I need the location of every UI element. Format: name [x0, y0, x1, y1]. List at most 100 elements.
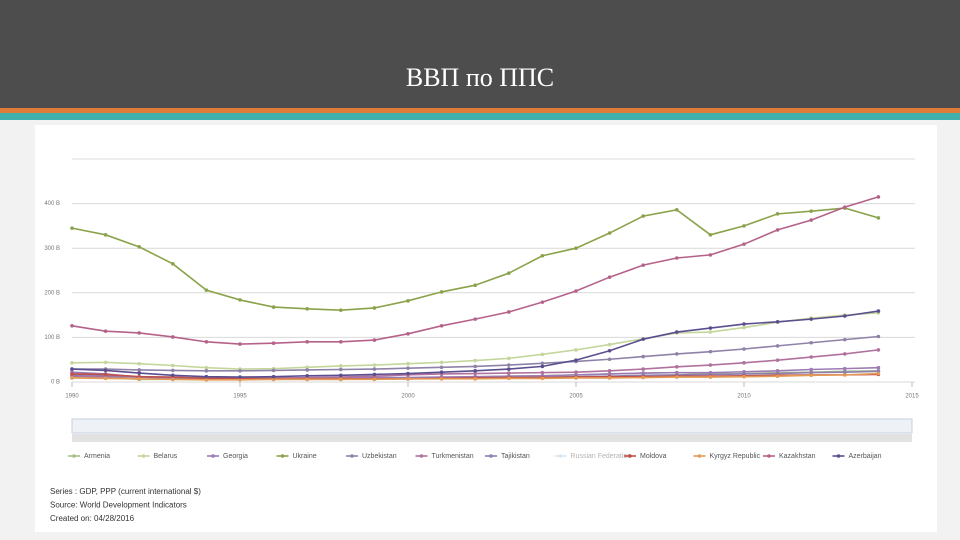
- data-point: [238, 369, 242, 373]
- legend-marker: [697, 454, 702, 458]
- data-point: [171, 373, 175, 378]
- data-point: [171, 262, 175, 266]
- data-point: [473, 317, 478, 321]
- data-point: [507, 356, 511, 361]
- data-point: [742, 242, 746, 246]
- data-point: [540, 364, 545, 369]
- data-point: [843, 205, 847, 209]
- data-point: [809, 340, 813, 345]
- data-point: [406, 366, 410, 370]
- data-point: [137, 245, 141, 249]
- legend-item[interactable]: Georgia: [207, 453, 248, 460]
- data-point: [540, 376, 545, 381]
- data-point: [675, 365, 679, 369]
- data-point: [238, 298, 242, 302]
- data-point: [876, 216, 881, 220]
- data-point: [171, 363, 175, 368]
- legend-label: Tajikistan: [501, 453, 530, 460]
- legend-marker: [419, 454, 424, 458]
- data-point: [507, 363, 511, 367]
- x-tick-label: 2015: [905, 394, 919, 400]
- data-point: [305, 377, 310, 382]
- data-point: [876, 365, 881, 370]
- data-point: [775, 228, 780, 232]
- data-point: [775, 319, 780, 324]
- data-point: [70, 372, 74, 376]
- y-tick-label: 300 B: [44, 246, 60, 252]
- data-point: [574, 376, 578, 380]
- legend-item[interactable]: Ukraine: [276, 453, 317, 460]
- footer-note: Source: World Development Indicators: [50, 501, 187, 510]
- data-point: [271, 341, 276, 345]
- data-point: [204, 288, 209, 292]
- data-point: [641, 337, 645, 341]
- scrollbar[interactable]: [72, 434, 912, 442]
- data-point: [473, 371, 478, 376]
- data-point: [171, 368, 175, 373]
- data-point: [641, 367, 645, 371]
- data-point: [372, 338, 377, 342]
- legend-label: Kazakhstan: [779, 453, 816, 460]
- data-point: [372, 372, 377, 377]
- data-point: [238, 377, 242, 382]
- data-point: [876, 334, 881, 339]
- data-point: [540, 361, 545, 366]
- data-point: [204, 369, 209, 373]
- data-point: [406, 377, 410, 381]
- legend-label: Georgia: [223, 453, 248, 460]
- data-point: [708, 253, 713, 257]
- data-point: [271, 305, 276, 309]
- y-tick-label: 0 B: [51, 380, 60, 386]
- legend-item[interactable]: Armenia: [68, 453, 110, 460]
- data-point: [843, 314, 847, 318]
- footer-note: Created on: 04/28/2016: [50, 514, 135, 523]
- data-point: [607, 357, 612, 362]
- data-point: [339, 364, 343, 368]
- data-point: [406, 361, 410, 366]
- legend-item[interactable]: Uzbekistan: [346, 453, 397, 460]
- legend-marker: [489, 454, 493, 458]
- data-point: [204, 340, 209, 344]
- legend-item[interactable]: Kazakhstan: [763, 453, 816, 460]
- legend-item[interactable]: Moldova: [624, 453, 667, 460]
- legend-item[interactable]: Azerbaijan: [832, 453, 882, 460]
- legend-marker: [558, 454, 563, 458]
- data-point: [742, 322, 746, 326]
- data-point: [675, 330, 679, 334]
- data-point: [809, 355, 813, 359]
- legend-label: Uzbekistan: [362, 453, 397, 460]
- data-point: [574, 358, 578, 362]
- data-point: [473, 358, 478, 363]
- data-point: [540, 352, 545, 357]
- legend-item[interactable]: Kyrgyz Republic: [693, 453, 761, 460]
- data-point: [574, 289, 578, 293]
- data-point: [607, 342, 612, 347]
- data-point: [372, 306, 377, 310]
- data-point: [809, 373, 813, 378]
- data-point: [607, 376, 612, 380]
- data-point: [305, 340, 310, 344]
- data-point: [507, 367, 511, 371]
- data-point: [339, 367, 343, 372]
- legend-item[interactable]: Belarus: [137, 453, 178, 460]
- data-point: [708, 233, 713, 237]
- slide-title: ВВП по ППС: [406, 63, 554, 92]
- legend-item[interactable]: Tajikistan: [485, 453, 530, 460]
- legend-label: Belarus: [154, 453, 178, 460]
- data-point: [574, 246, 578, 250]
- data-point: [473, 377, 478, 381]
- data-point: [876, 195, 881, 199]
- data-point: [70, 376, 74, 380]
- legend-item[interactable]: Russian Federation: [554, 453, 632, 460]
- accent-stripe: [0, 113, 960, 120]
- data-point: [708, 349, 713, 354]
- data-point: [439, 324, 444, 328]
- chart: 0 B 100 B 200 B 300 B 400 B 1990 1995 2000 2005 2…: [44, 195, 919, 523]
- data-point: [137, 371, 141, 375]
- data-point: [103, 376, 108, 381]
- legend-label: Ukraine: [293, 453, 317, 460]
- data-point: [843, 352, 847, 356]
- legend-item[interactable]: Turkmenistan: [415, 453, 474, 460]
- navigator[interactable]: [71, 418, 913, 434]
- data-point: [843, 337, 847, 342]
